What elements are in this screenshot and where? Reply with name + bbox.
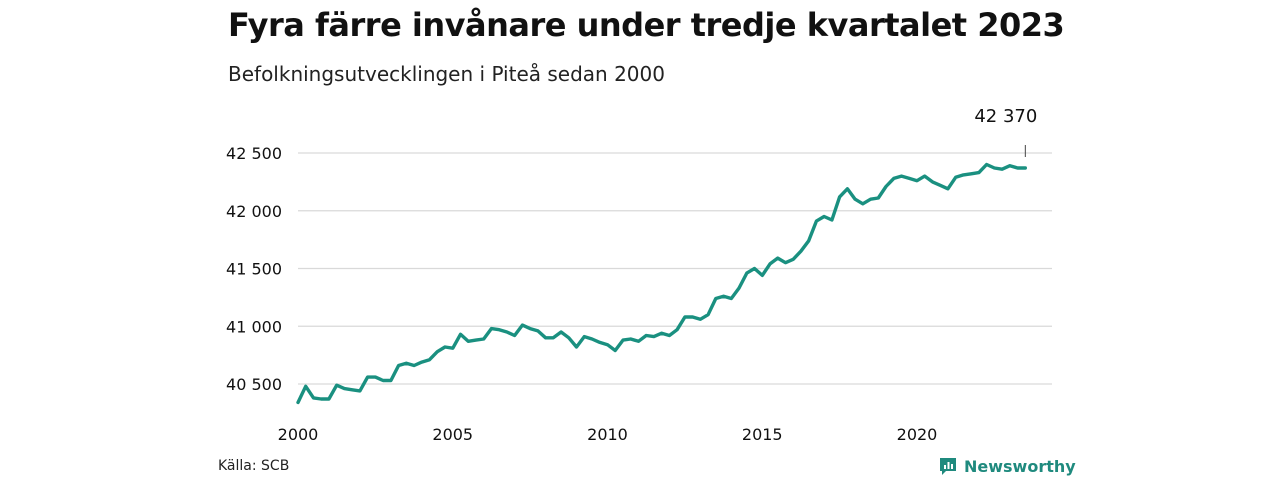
y-tick-label: 40 500: [226, 375, 282, 394]
y-tick-label: 41 000: [226, 317, 282, 336]
source-note: Källa: SCB: [218, 458, 290, 474]
chart-title: Fyra färre invånare under tredje kvartal…: [228, 6, 1065, 44]
brand-name: Newsworthy: [964, 456, 1076, 476]
x-axis-labels: 2000 2005 2010 2015 2020: [278, 425, 938, 444]
line-series: [296, 162, 1028, 405]
chart-subtitle: Befolkningsutvecklingen i Piteå sedan 20…: [228, 62, 665, 86]
x-tick-label: 2005: [432, 425, 473, 444]
annotation-label: 42 370: [974, 106, 1037, 127]
brand-logo[interactable]: Newsworthy: [938, 456, 1076, 476]
y-tick-label: 42 000: [226, 202, 282, 221]
population-line: [296, 162, 1028, 405]
y-axis-labels: 40 500 41 000 41 500 42 000 42 500: [226, 144, 282, 394]
y-tick-label: 41 500: [226, 260, 282, 279]
newsworthy-logo-icon: [940, 458, 956, 475]
x-tick-label: 2020: [897, 425, 938, 444]
x-tick-label: 2000: [278, 425, 319, 444]
x-tick-label: 2010: [587, 425, 628, 444]
gridlines: [298, 152, 1052, 385]
x-tick-label: 2015: [742, 425, 783, 444]
annotation: 42 370: [974, 106, 1037, 157]
y-tick-label: 42 500: [226, 144, 282, 163]
